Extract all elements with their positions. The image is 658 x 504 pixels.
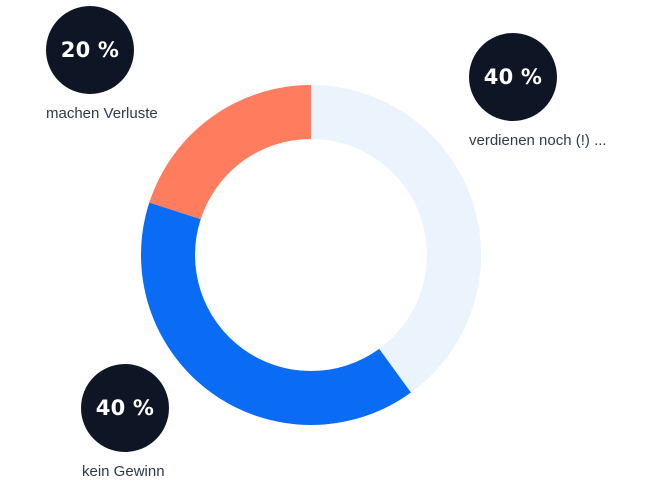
percentage-badge-no-profit: 40 % xyxy=(81,364,169,452)
percentage-value-no-profit: 40 % xyxy=(95,396,155,420)
percentage-badge-still-earning: 40 % xyxy=(469,33,557,121)
percentage-badge-losses: 20 % xyxy=(46,6,134,94)
donut-slice-no-profit xyxy=(140,202,411,426)
slice-label-no-profit: kein Gewinn xyxy=(82,463,165,480)
percentage-value-losses: 20 % xyxy=(60,38,120,62)
slice-label-still-earning: verdienen noch (!) ... xyxy=(469,132,607,149)
donut-slice-losses xyxy=(149,85,311,220)
donut-slice-still-earning xyxy=(311,85,481,393)
slice-label-losses: machen Verluste xyxy=(46,105,158,122)
percentage-value-still-earning: 40 % xyxy=(483,65,543,89)
